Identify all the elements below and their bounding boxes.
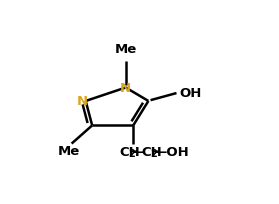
Text: N: N — [120, 81, 131, 94]
Text: —OH: —OH — [153, 146, 189, 159]
Text: —: — — [132, 146, 145, 159]
Text: CH: CH — [119, 146, 140, 159]
Text: Me: Me — [115, 43, 137, 56]
Text: CH: CH — [141, 146, 162, 159]
Text: 2: 2 — [150, 149, 157, 159]
Text: OH: OH — [179, 87, 202, 100]
Text: N: N — [76, 95, 88, 108]
Text: 2: 2 — [128, 149, 134, 159]
Text: Me: Me — [57, 145, 80, 157]
